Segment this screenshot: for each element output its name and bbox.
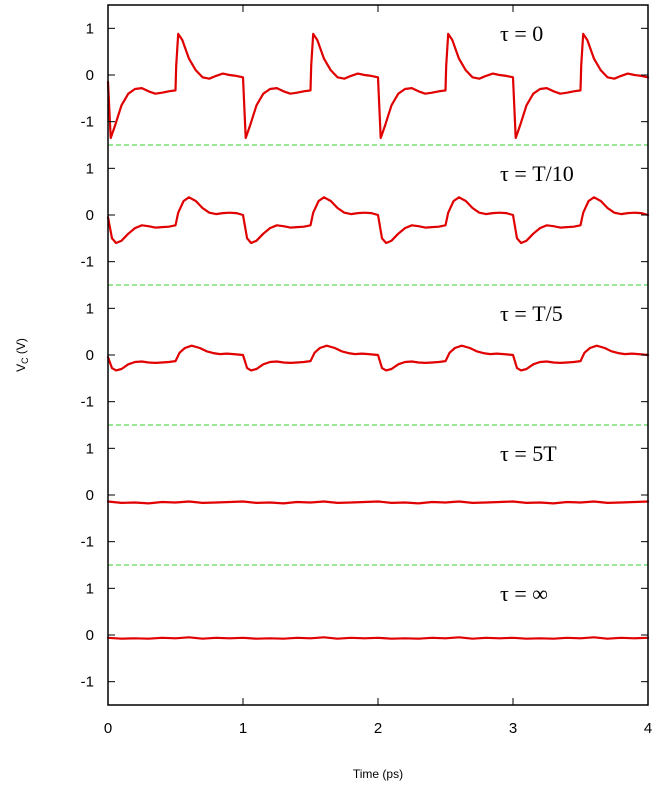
y-tick-label: 0 bbox=[86, 347, 94, 364]
series-line bbox=[106, 196, 650, 245]
x-tick-label: 3 bbox=[509, 720, 517, 737]
panel-label: τ = 5T bbox=[500, 441, 557, 466]
y-tick-label: 0 bbox=[86, 67, 94, 84]
y-tick-label: -1 bbox=[81, 534, 94, 551]
series-line bbox=[106, 344, 650, 372]
y-tick-label: 0 bbox=[86, 487, 94, 504]
y-tick-label: -1 bbox=[81, 674, 94, 691]
y-tick-label: 1 bbox=[86, 20, 94, 37]
panel-labels: τ = 0 τ = T/10 τ = T/5 τ = 5T τ = ∞ bbox=[500, 21, 574, 606]
series-group bbox=[106, 32, 650, 640]
series-line bbox=[106, 500, 650, 505]
axis-ticks: 0 1 2 3 4 1 0 -1 1 0 -1 1 0 -1 1 0 -1 1 0 -1 bbox=[81, 5, 652, 737]
y-tick-label: 0 bbox=[86, 207, 94, 224]
y-tick-label: -1 bbox=[81, 254, 94, 271]
plot-frame bbox=[107, 4, 649, 706]
x-tick-label: 0 bbox=[104, 720, 112, 737]
y-axis-label-unit: (V) bbox=[14, 338, 28, 357]
series-line bbox=[106, 636, 650, 640]
y-tick-label: -1 bbox=[81, 114, 94, 131]
y-tick-label: 0 bbox=[86, 627, 94, 644]
x-tick-label: 4 bbox=[644, 720, 652, 737]
panel-label: τ = T/5 bbox=[500, 301, 563, 326]
y-axis-label-main: V bbox=[14, 364, 28, 372]
x-axis-label: Time (ps) bbox=[353, 767, 403, 781]
y-axis-label: VC (V) bbox=[14, 338, 30, 372]
panel-label: τ = ∞ bbox=[500, 581, 548, 606]
panel-separators bbox=[108, 144, 648, 566]
series-line bbox=[106, 32, 650, 140]
panel-label: τ = 0 bbox=[500, 21, 543, 46]
y-tick-label: -1 bbox=[81, 394, 94, 411]
y-tick-label: 1 bbox=[86, 580, 94, 597]
x-tick-label: 1 bbox=[239, 720, 247, 737]
y-tick-label: 1 bbox=[86, 300, 94, 317]
panel-label: τ = T/10 bbox=[500, 161, 574, 186]
y-tick-label: 1 bbox=[86, 160, 94, 177]
y-tick-label: 1 bbox=[86, 440, 94, 457]
y-axis-label-sub: C bbox=[20, 357, 30, 364]
x-tick-label: 2 bbox=[374, 720, 382, 737]
